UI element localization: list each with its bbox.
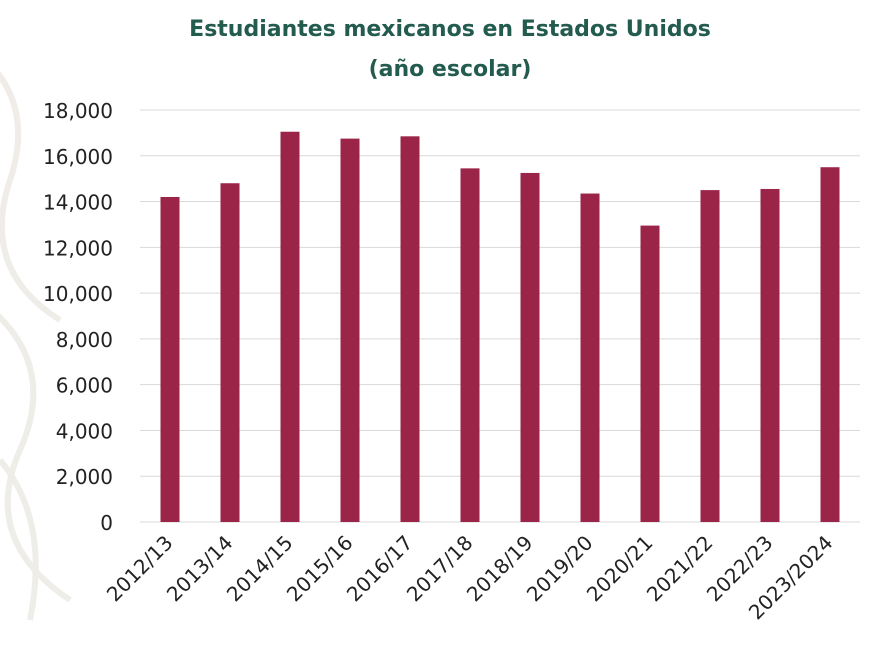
- chart-title: Estudiantes mexicanos en Estados Unidos: [189, 17, 711, 42]
- y-tick-label: 12,000: [43, 236, 113, 260]
- gridlines: [140, 109, 860, 523]
- bar: [400, 136, 420, 523]
- bar: [160, 196, 180, 522]
- bar: [820, 167, 840, 522]
- y-axis-ticks: 0 2,000 4,000 6,000 8,000 10,000 12,000 14,000 1…: [43, 99, 113, 535]
- bar: [580, 193, 600, 523]
- bar: [220, 183, 240, 522]
- y-tick-label: 16,000: [43, 145, 113, 169]
- bar: [760, 188, 780, 522]
- x-axis-ticks: 2012/132013/142014/152015/162016/172017/…: [102, 531, 838, 625]
- bar: [340, 138, 360, 522]
- bars: [160, 131, 840, 523]
- y-tick-label: 18,000: [43, 99, 113, 123]
- y-tick-label: 14,000: [43, 191, 113, 215]
- y-tick-label: 10,000: [43, 282, 113, 306]
- y-tick-label: 4,000: [56, 419, 113, 443]
- bar: [520, 172, 540, 522]
- y-tick-label: 0: [100, 511, 113, 535]
- y-tick-label: 8,000: [56, 328, 113, 352]
- bar: [700, 190, 720, 522]
- chart-title-block: Estudiantes mexicanos en Estados Unidos …: [0, 10, 877, 90]
- y-tick-label: 6,000: [56, 374, 113, 398]
- chart-subtitle: (año escolar): [368, 57, 532, 82]
- bar: [640, 225, 660, 523]
- bar: [280, 131, 300, 522]
- bar: [460, 168, 480, 522]
- y-tick-label: 2,000: [56, 465, 113, 489]
